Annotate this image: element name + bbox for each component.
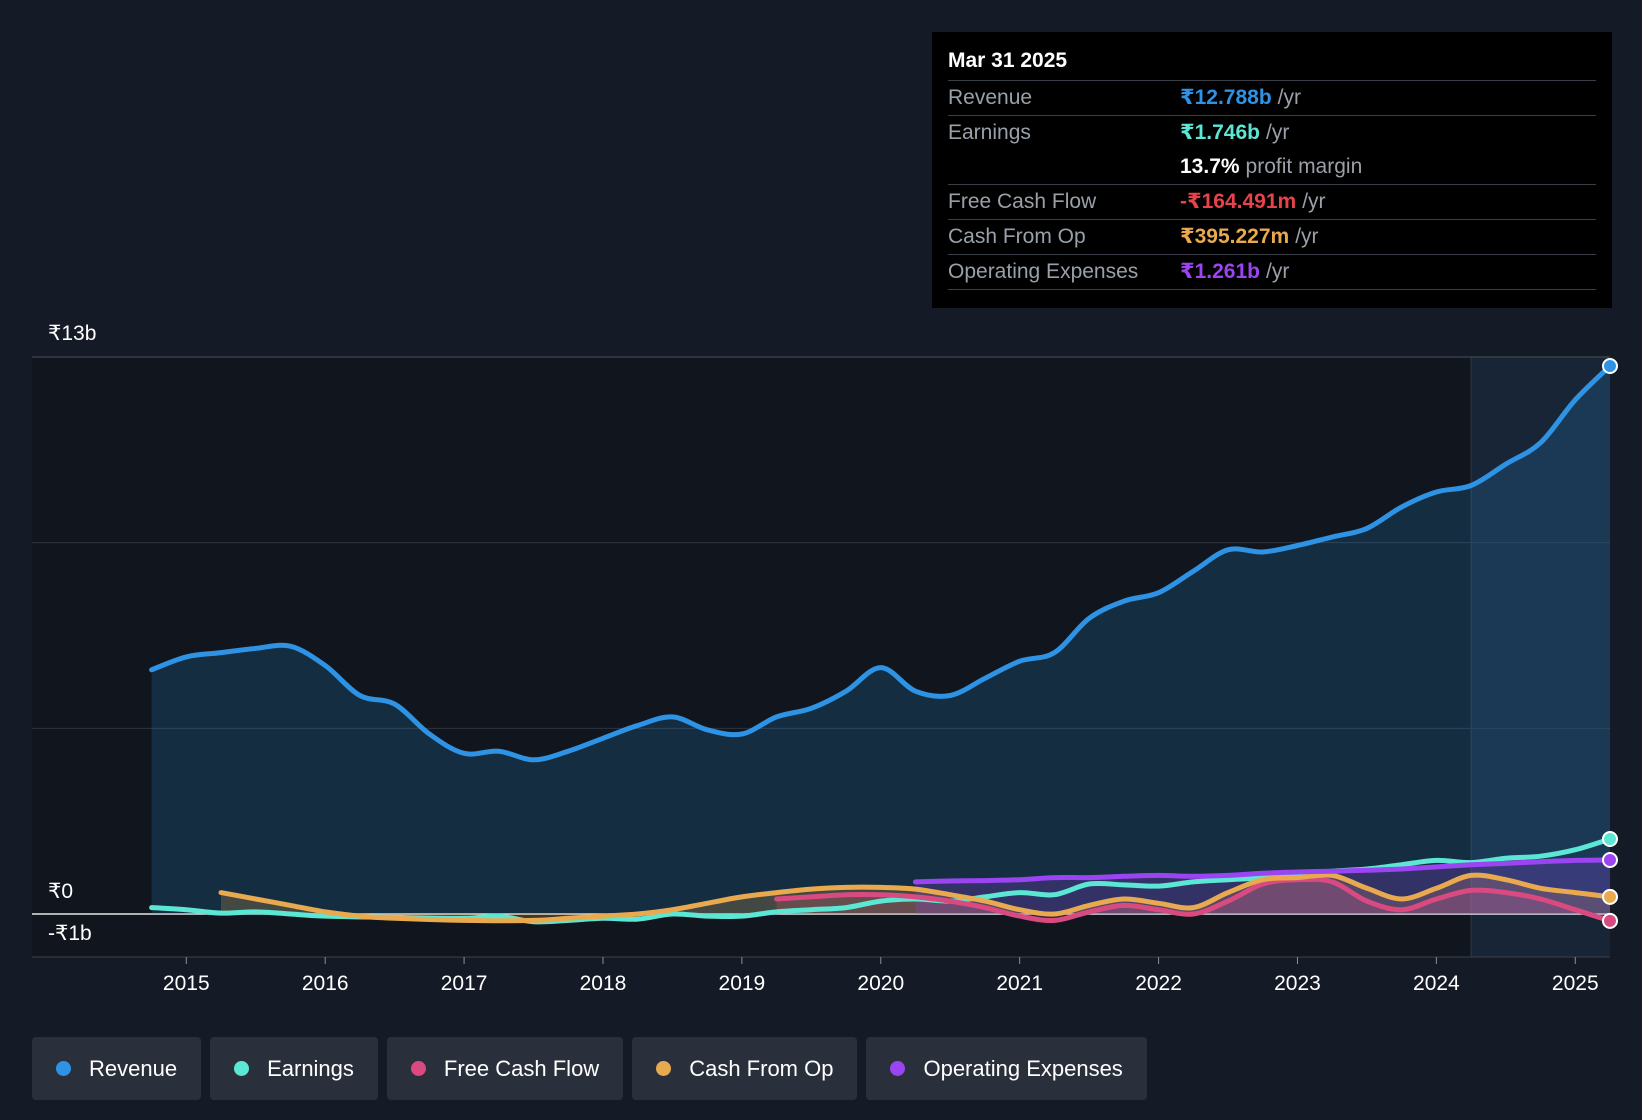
cash-from-op-endpoint[interactable] [1602,888,1618,905]
tooltip-row-free-cash-flow: Free Cash Flow -₹164.491m /yr [948,185,1596,220]
free-cash-flow-endpoint[interactable] [1602,912,1618,929]
tooltip-unit: /yr [1266,260,1290,283]
x-tick-label: 2023 [1274,972,1321,995]
legend-dot-icon [890,1061,906,1076]
x-tick-label: 2018 [580,972,627,995]
operating-expenses-endpoint[interactable] [1602,852,1618,869]
tooltip-label: Free Cash Flow [948,190,1097,213]
tooltip-label: Operating Expenses [948,260,1139,283]
legend-label: Earnings [267,1055,354,1081]
revenue-endpoint[interactable] [1602,357,1618,374]
tooltip-value: 13.7% [1180,155,1240,178]
tooltip-panel: Mar 31 2025 Revenue ₹12.788b /yr Earning… [932,32,1612,308]
tooltip-value: ₹12.788b [1180,86,1272,109]
x-tick-label: 2025 [1552,972,1599,995]
x-tick-label: 2017 [441,972,488,995]
tooltip-label: Cash From Op [948,225,1086,248]
x-tick-label: 2020 [857,972,904,995]
tooltip-unit: /yr [1266,121,1290,144]
legend-label: Free Cash Flow [443,1055,600,1081]
tooltip-row-revenue: Revenue ₹12.788b /yr [948,81,1596,116]
y-label-zero: ₹0 [48,880,73,903]
tooltip-row-profit-margin: 13.7% profit margin [948,150,1596,185]
tooltip-date: Mar 31 2025 [948,46,1596,81]
tooltip-value: ₹395.227m [1180,225,1290,248]
y-label-bottom: -₹1b [48,922,92,945]
free-cash-flow-line [774,876,1613,924]
tooltip-value: -₹164.491m [1180,190,1297,213]
x-tick-label: 2021 [996,972,1043,995]
y-label-top: ₹13b [48,322,96,345]
tooltip-row-operating-expenses: Operating Expenses ₹1.261b /yr [948,255,1596,290]
legend-item-cash-from-op[interactable]: Cash From Op [632,1037,858,1100]
legend-dot-icon [410,1061,426,1076]
x-tick-label: 2022 [1135,972,1182,995]
x-tick-label: 2019 [719,972,766,995]
tooltip-unit: profit margin [1245,155,1363,178]
tooltip-row-earnings: Earnings ₹1.746b /yr [948,116,1596,150]
tooltip-label [948,150,1180,184]
legend-label: Operating Expenses [923,1055,1123,1081]
tooltip-label: Earnings [948,121,1031,144]
cash-from-op-line [218,872,1613,924]
legend-item-earnings[interactable]: Earnings [210,1037,378,1100]
legend-label: Cash From Op [689,1055,834,1081]
revenue-area [151,366,1611,914]
legend-item-free-cash-flow[interactable]: Free Cash Flow [386,1037,624,1100]
past-region-band [32,357,1472,957]
x-tick-label: 2016 [302,972,349,995]
legend-dot-icon [656,1061,672,1076]
tooltip-unit: /yr [1295,225,1319,248]
legend-item-revenue[interactable]: Revenue [32,1037,202,1100]
tooltip-label: Revenue [948,86,1033,109]
tooltip-unit: /yr [1302,190,1326,213]
legend: Revenue Earnings Free Cash Flow Cash Fro… [32,1037,1147,1100]
earnings-endpoint[interactable] [1602,831,1618,848]
tooltip-value: ₹1.261b [1180,260,1260,283]
x-tick-label: 2015 [163,972,210,995]
legend-item-operating-expenses[interactable]: Operating Expenses [866,1037,1147,1100]
tooltip-unit: /yr [1277,86,1301,109]
legend-dot-icon [234,1061,250,1076]
revenue-line [149,363,1613,763]
tooltip-value: ₹1.746b [1180,121,1260,144]
legend-dot-icon [56,1061,71,1076]
x-tick-label: 2024 [1413,972,1460,995]
tooltip-row-cash-from-op: Cash From Op ₹395.227m /yr [948,220,1596,255]
operating-expenses-line [913,857,1613,885]
legend-label: Revenue [89,1055,178,1081]
